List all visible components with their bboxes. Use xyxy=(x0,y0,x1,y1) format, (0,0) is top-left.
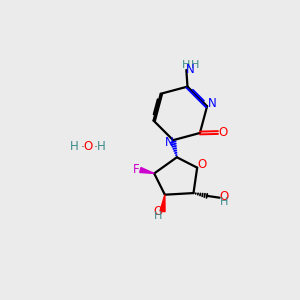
Text: N: N xyxy=(165,136,173,148)
Text: H: H xyxy=(220,197,228,207)
Text: N: N xyxy=(208,98,217,110)
Text: O: O xyxy=(83,140,92,153)
Text: H: H xyxy=(191,60,199,70)
Text: N: N xyxy=(186,63,195,76)
Text: H: H xyxy=(97,140,106,153)
Text: H: H xyxy=(70,140,78,153)
Text: H: H xyxy=(182,60,190,70)
Text: O: O xyxy=(220,190,229,203)
Text: ·: · xyxy=(80,141,84,154)
Polygon shape xyxy=(140,167,154,173)
Text: F: F xyxy=(133,163,140,176)
Polygon shape xyxy=(160,195,165,212)
Text: O: O xyxy=(154,205,163,218)
Text: H: H xyxy=(154,212,163,221)
Text: O: O xyxy=(198,158,207,171)
Text: O: O xyxy=(218,126,228,139)
Text: ·: · xyxy=(94,141,98,154)
